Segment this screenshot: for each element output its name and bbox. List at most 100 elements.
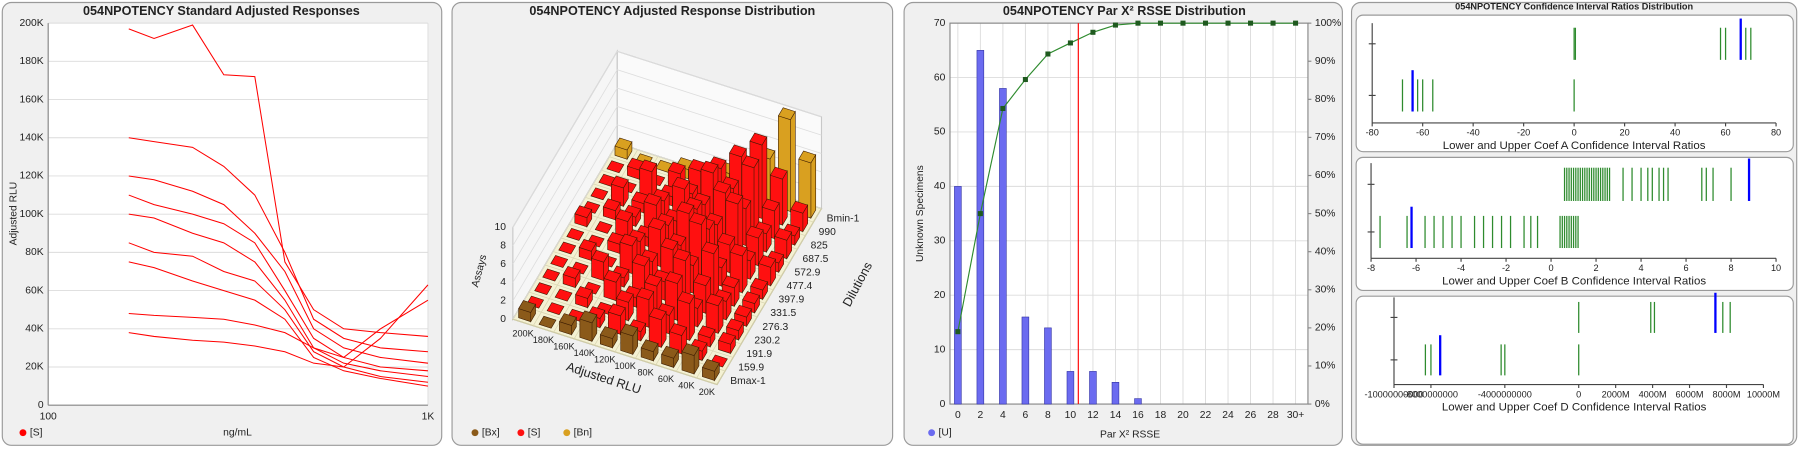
x-axis-label: ng/mL xyxy=(223,427,252,438)
x-tick-label: 6 xyxy=(1023,410,1029,421)
legend-label: [S] xyxy=(30,427,43,438)
x-tick-label: -20 xyxy=(1517,128,1530,138)
y-tick-label: 20 xyxy=(934,290,946,301)
legend-marker xyxy=(19,429,27,437)
point xyxy=(1090,29,1096,35)
y-tick-label: 159.9 xyxy=(738,362,764,373)
bar xyxy=(1021,316,1030,405)
bar xyxy=(559,313,577,336)
bar xyxy=(999,88,1007,405)
line xyxy=(128,24,428,337)
x-tick-label: 2 xyxy=(978,410,984,421)
point xyxy=(1202,20,1209,26)
y-tick-label: 40 xyxy=(934,181,946,192)
bar xyxy=(1044,327,1052,405)
x-tick-label: 26 xyxy=(1245,410,1257,421)
x-tick-label: 4 xyxy=(1639,263,1644,273)
line xyxy=(128,242,429,383)
y-tick-label: 140K xyxy=(20,132,44,143)
line xyxy=(128,284,429,368)
x-tick-label: -8 xyxy=(1367,263,1375,273)
x-tick-label: -4000000000 xyxy=(1478,389,1532,399)
legend-marker xyxy=(471,429,479,437)
y-tick-label: 100K xyxy=(20,209,44,220)
bar xyxy=(578,238,597,262)
floor-grid xyxy=(512,318,718,385)
bar xyxy=(566,228,585,241)
x-tick-label: 18 xyxy=(1155,410,1167,421)
bar xyxy=(575,286,593,309)
y-tick-label: 40K xyxy=(25,324,43,335)
y2-tick-label: 50% xyxy=(1315,208,1336,219)
x-tick-label: 140K xyxy=(574,348,595,358)
x-tick-label: 80K xyxy=(637,368,653,378)
point xyxy=(1022,76,1028,83)
x-tick-label: 30+ xyxy=(1287,410,1305,421)
x-tick-label: 8 xyxy=(1045,410,1051,421)
x-tick-label: 100 xyxy=(40,411,57,422)
legend-marker xyxy=(928,429,936,437)
subplot-box xyxy=(1355,156,1794,292)
z-tick-label: 2 xyxy=(500,296,506,307)
bar xyxy=(579,310,598,343)
z-tick-label: 6 xyxy=(500,259,506,270)
y-tick-label: 990 xyxy=(819,227,836,238)
y2-tick-label: 40% xyxy=(1315,246,1336,257)
x-tick-label: 40 xyxy=(1670,128,1680,138)
point xyxy=(955,329,961,335)
x-tick-label: 22 xyxy=(1200,410,1212,421)
y-tick-label: Bmin-1 xyxy=(827,213,860,224)
x-tick-label: -80 xyxy=(1366,128,1379,138)
bar xyxy=(606,160,625,174)
x-tick-label: 6 xyxy=(1684,263,1689,273)
bar xyxy=(718,331,736,355)
x-tick-label: 60K xyxy=(658,374,674,384)
legend-label: [U] xyxy=(939,427,952,438)
x-tick-label: 2000M xyxy=(1602,389,1630,399)
legend-marker xyxy=(563,429,571,437)
x-tick-label: 40K xyxy=(678,381,694,391)
x-tick-label: 14 xyxy=(1110,410,1122,421)
y2-tick-label: 10% xyxy=(1315,361,1336,372)
y-tick-label: 10 xyxy=(934,344,946,355)
x-tick-label: 24 xyxy=(1222,410,1234,421)
bar xyxy=(774,227,793,260)
bar xyxy=(550,255,569,268)
point xyxy=(1225,20,1231,26)
x-tick-label: 16 xyxy=(1132,410,1144,421)
bar xyxy=(562,266,581,289)
y2-tick-label: 60% xyxy=(1315,170,1336,181)
x-tick-label: 0 xyxy=(955,410,961,421)
bar xyxy=(518,300,536,323)
y-tick-label: 397.9 xyxy=(778,295,804,306)
y-tick-label: 70 xyxy=(934,18,946,29)
y-axis-label: Adjusted RLU xyxy=(8,182,19,246)
bar xyxy=(594,221,613,234)
x-tick-label: 100K xyxy=(614,361,635,371)
y-tick-label: 477.4 xyxy=(786,281,812,292)
bar xyxy=(546,302,565,316)
x-tick-label: 120K xyxy=(594,354,615,364)
point xyxy=(1293,20,1299,26)
legend-label: [S] xyxy=(528,427,541,438)
line xyxy=(128,213,429,378)
legend-label: [Bx] xyxy=(482,427,500,438)
cumulative-line xyxy=(957,22,1296,332)
y2-tick-label: 80% xyxy=(1315,94,1336,105)
x-tick-label: 8000M xyxy=(1712,389,1740,399)
y-tick-label: 0 xyxy=(38,400,44,411)
point xyxy=(1270,20,1276,26)
bar xyxy=(591,249,609,282)
grid-line xyxy=(512,50,822,228)
x-tick-label: 6000M xyxy=(1676,389,1704,399)
y-tick-label: 0 xyxy=(940,399,946,410)
x-tick-label: 0 xyxy=(1576,389,1581,399)
x-tick-label: -10000000000 xyxy=(1364,389,1423,399)
bar xyxy=(599,326,618,349)
bar xyxy=(538,315,557,329)
grid-line xyxy=(512,69,822,246)
y-tick-label: 20K xyxy=(25,362,43,373)
x-tick-label: 10 xyxy=(1771,263,1781,273)
x-tick-label: -40 xyxy=(1467,128,1480,138)
point xyxy=(1157,20,1164,26)
